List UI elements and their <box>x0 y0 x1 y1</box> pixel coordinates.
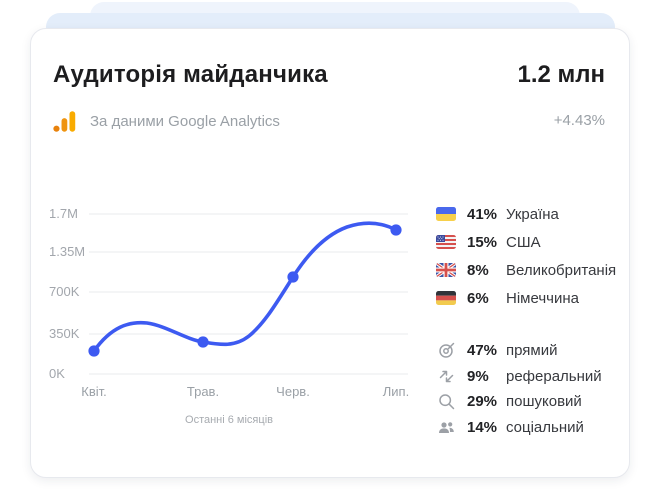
country-name: США <box>506 233 541 251</box>
source-percent: 14% <box>467 418 498 436</box>
x-axis-label: Трав. <box>186 384 220 399</box>
audience-line-chart <box>88 213 408 375</box>
ukraine-flag-icon <box>436 207 456 221</box>
search-icon <box>436 394 456 410</box>
germany-flag-icon <box>436 291 456 305</box>
data-source-label: За даними Google Analytics <box>90 112 280 130</box>
y-axis-label: 0K <box>49 366 65 381</box>
source-row: 29% пошуковий <box>436 389 621 415</box>
uk-flag-icon <box>436 263 456 277</box>
people-icon <box>436 420 456 434</box>
chart-caption: Останні 6 місяців <box>185 414 273 426</box>
source-row: 47% прямий <box>436 338 621 364</box>
chart-line <box>92 221 398 353</box>
chart-point <box>390 224 402 236</box>
country-percent: 15% <box>467 233 498 251</box>
country-row: 8% Великобританія <box>436 256 621 284</box>
y-axis-label: 700K <box>49 284 80 299</box>
traffic-sources-list: 47% прямий 9% реферальний <box>436 338 621 440</box>
source-name: соціальний <box>506 418 584 436</box>
source-percent: 47% <box>467 342 498 360</box>
source-row: 9% реферальний <box>436 364 621 390</box>
country-row: 41% Україна <box>436 200 621 228</box>
chart-point <box>88 345 100 357</box>
country-percent: 8% <box>467 261 489 279</box>
country-name: Великобританія <box>506 261 617 279</box>
source-row: 14% соціальний <box>436 415 621 441</box>
country-percent: 6% <box>467 289 489 307</box>
target-icon <box>436 343 456 358</box>
source-name: реферальний <box>506 367 602 385</box>
y-axis-label: 1.7M <box>49 206 78 221</box>
source-percent: 29% <box>467 393 498 411</box>
x-axis-label: Лип. <box>382 384 410 399</box>
country-percent: 41% <box>467 205 498 223</box>
audience-total-value: 1.2 млн <box>517 61 605 88</box>
source-percent: 9% <box>467 367 489 385</box>
x-axis-label: Квіт. <box>81 384 107 399</box>
country-row: 6% Німеччина <box>436 284 621 312</box>
chart-point <box>287 271 299 283</box>
referral-arrows-icon <box>436 369 456 383</box>
source-name: прямий <box>506 342 558 360</box>
y-axis-label: 350K <box>49 326 80 341</box>
country-name: Україна <box>506 205 559 223</box>
growth-value: +4.43% <box>553 112 605 129</box>
audience-analytics-card: Аудиторія майданчика 1.2 млн За даними G… <box>30 28 630 478</box>
chart-point <box>197 336 209 348</box>
countries-list: 41% Україна 15% США <box>436 200 621 312</box>
country-row: 15% США <box>436 228 621 256</box>
data-source-row: За даними Google Analytics <box>53 109 280 133</box>
x-axis-label: Черв. <box>276 384 310 399</box>
y-axis-label: 1.35M <box>49 244 86 259</box>
source-name: пошуковий <box>506 393 582 411</box>
country-name: Німеччина <box>506 289 579 307</box>
google-analytics-icon <box>53 110 76 132</box>
usa-flag-icon <box>436 235 456 249</box>
card-title: Аудиторія майданчика <box>53 61 328 88</box>
